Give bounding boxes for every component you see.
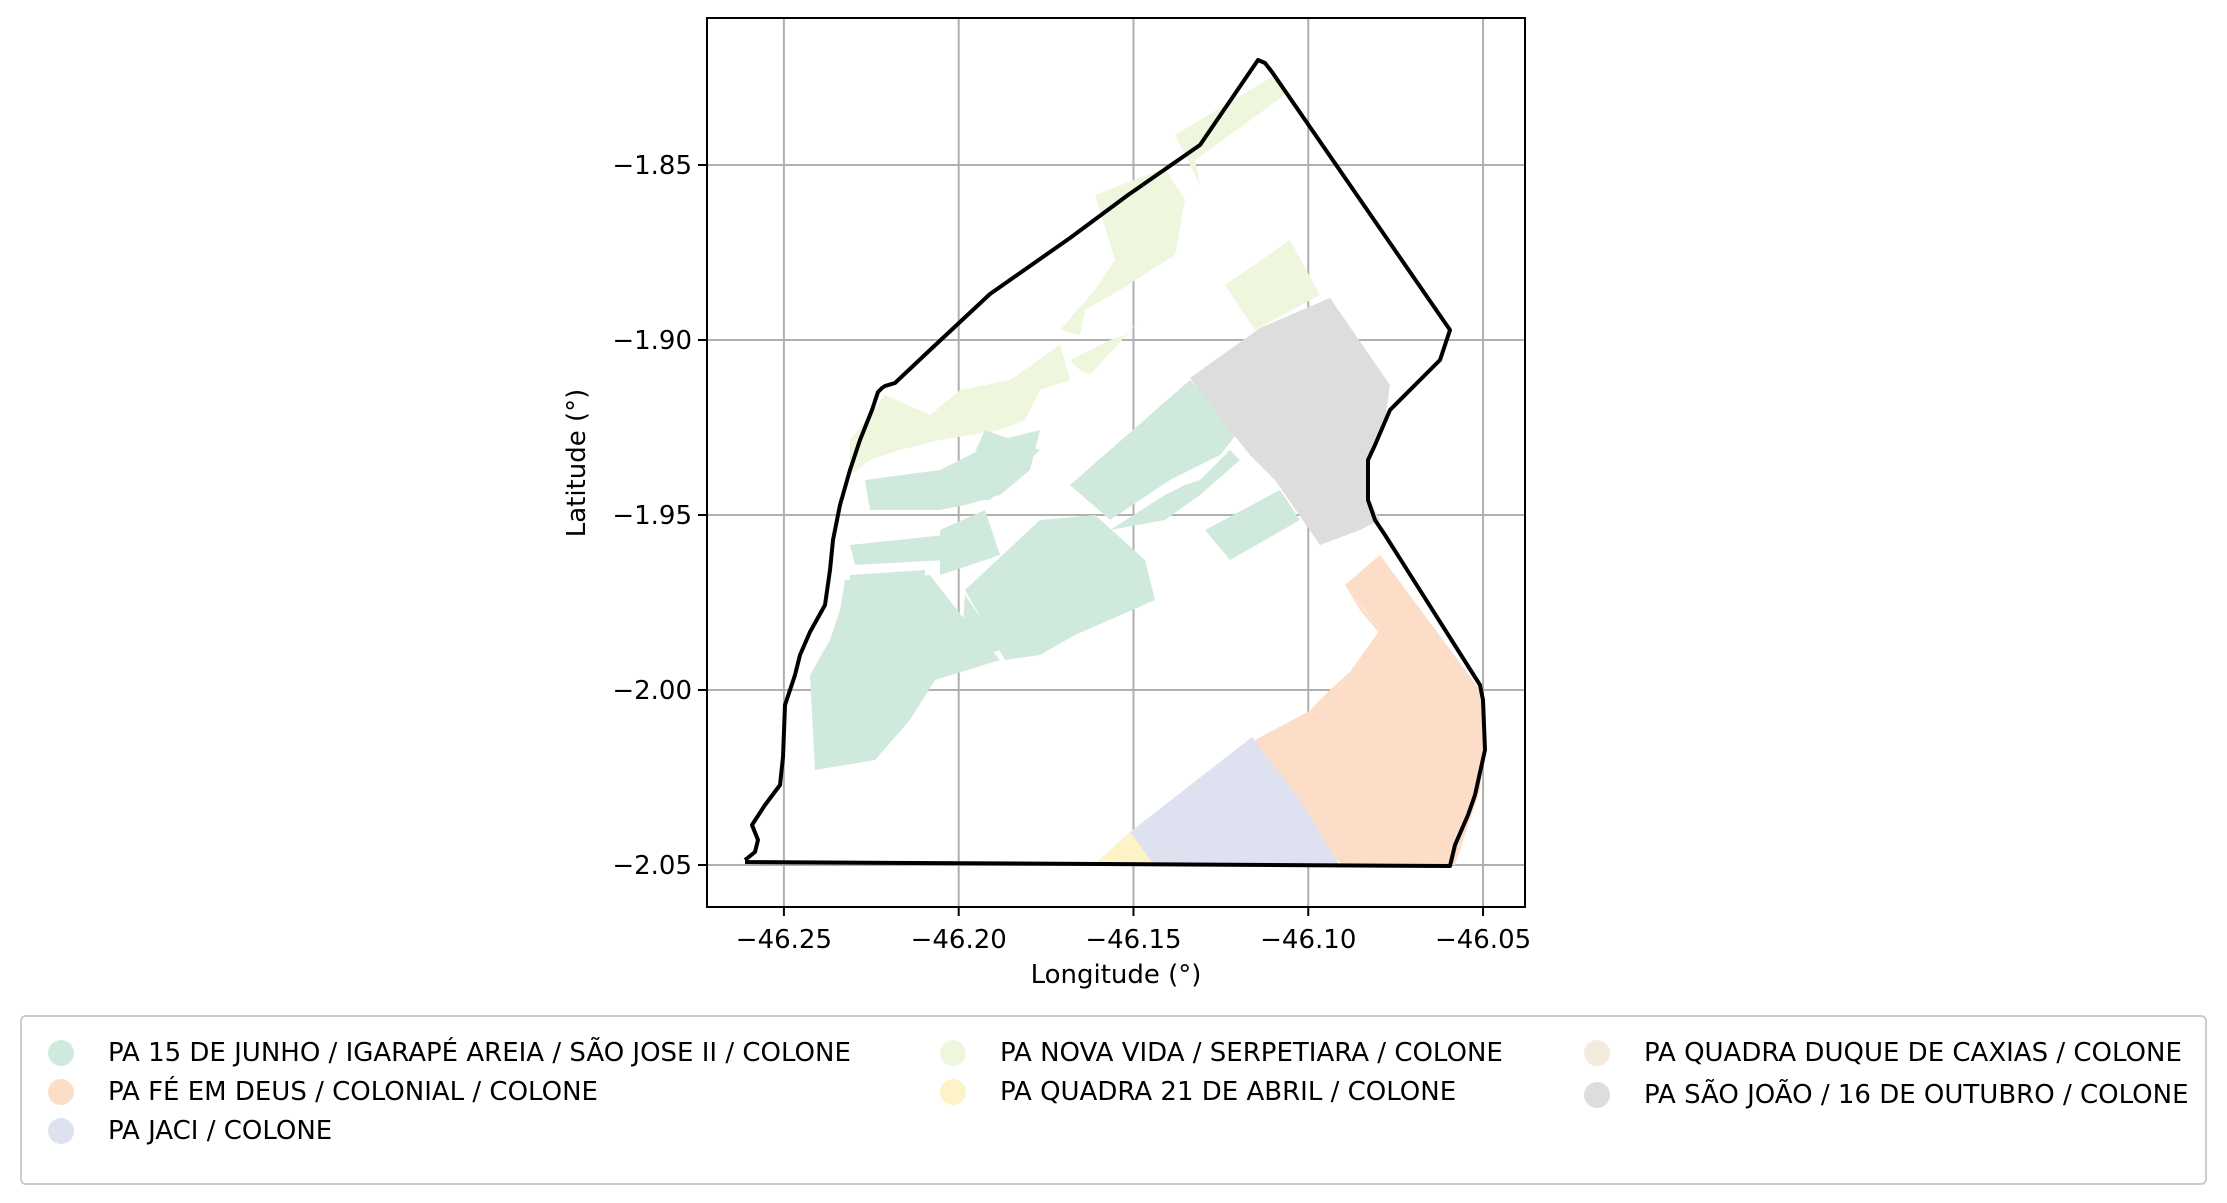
legend-label: PA JACI / COLONE: [108, 1116, 333, 1146]
legend-item: PA FÉ EM DEUS / COLONIAL / COLONE: [48, 1074, 598, 1110]
x-axis-ticks: −46.25 −46.20 −46.15 −46.10 −46.05: [736, 907, 1531, 955]
legend-marker: [940, 1079, 966, 1105]
region-quadra-21-de-abril: [1092, 832, 1155, 866]
x-tick-label: −46.10: [1260, 925, 1356, 955]
legend-label: PA NOVA VIDA / SERPETIARA / COLONE: [1000, 1038, 1503, 1068]
region-15-de-junho: [810, 380, 1300, 770]
region-sao-joao: [1190, 298, 1390, 545]
y-axis-ticks: −1.85 −1.90 −1.95 −2.00 −2.05: [612, 151, 707, 881]
y-tick-label: −1.95: [612, 501, 692, 531]
legend: PA 15 DE JUNHO / IGARAPÉ AREIA / SÃO JOS…: [20, 1015, 2207, 1185]
y-tick-label: −1.85: [612, 151, 692, 181]
x-tick-label: −46.15: [1085, 925, 1181, 955]
legend-marker: [1584, 1082, 1610, 1108]
y-tick-label: −2.00: [612, 676, 692, 706]
legend-item: PA QUADRA DUQUE DE CAXIAS / COLONE: [1584, 1035, 2182, 1071]
legend-item: PA NOVA VIDA / SERPETIARA / COLONE: [940, 1035, 1503, 1071]
legend-marker: [48, 1040, 74, 1066]
y-tick-label: −1.90: [612, 326, 692, 356]
y-axis-label: Latitude (°): [562, 389, 592, 538]
legend-item: PA SÃO JOÃO / 16 DE OUTUBRO / COLONE: [1584, 1077, 2189, 1113]
legend-item: PA JACI / COLONE: [48, 1113, 332, 1149]
map-axes-frame: [706, 17, 1526, 908]
legend-label: PA QUADRA DUQUE DE CAXIAS / COLONE: [1644, 1038, 2182, 1068]
study-area-boundary: [743, 58, 1487, 868]
legend-marker: [1584, 1040, 1610, 1066]
legend-label: PA 15 DE JUNHO / IGARAPÉ AREIA / SÃO JOS…: [108, 1038, 851, 1068]
legend-marker: [48, 1118, 74, 1144]
x-tick-label: −46.20: [911, 925, 1007, 955]
legend-marker: [940, 1040, 966, 1066]
legend-item: PA 15 DE JUNHO / IGARAPÉ AREIA / SÃO JOS…: [48, 1035, 851, 1071]
legend-label: PA FÉ EM DEUS / COLONIAL / COLONE: [108, 1077, 598, 1107]
x-tick-label: −46.25: [736, 925, 832, 955]
legend-label: PA QUADRA 21 DE ABRIL / COLONE: [1000, 1077, 1457, 1107]
region-fe-em-deus: [1255, 555, 1485, 867]
legend-item: PA QUADRA 21 DE ABRIL / COLONE: [940, 1074, 1456, 1110]
region-nova-vida: [850, 75, 1320, 475]
legend-marker: [48, 1079, 74, 1105]
y-tick-label: −2.05: [612, 851, 692, 881]
x-axis-label: Longitude (°): [1031, 960, 1202, 990]
x-tick-label: −46.05: [1435, 925, 1531, 955]
legend-label: PA SÃO JOÃO / 16 DE OUTUBRO / COLONE: [1644, 1080, 2189, 1110]
region-jaci: [1130, 737, 1340, 866]
